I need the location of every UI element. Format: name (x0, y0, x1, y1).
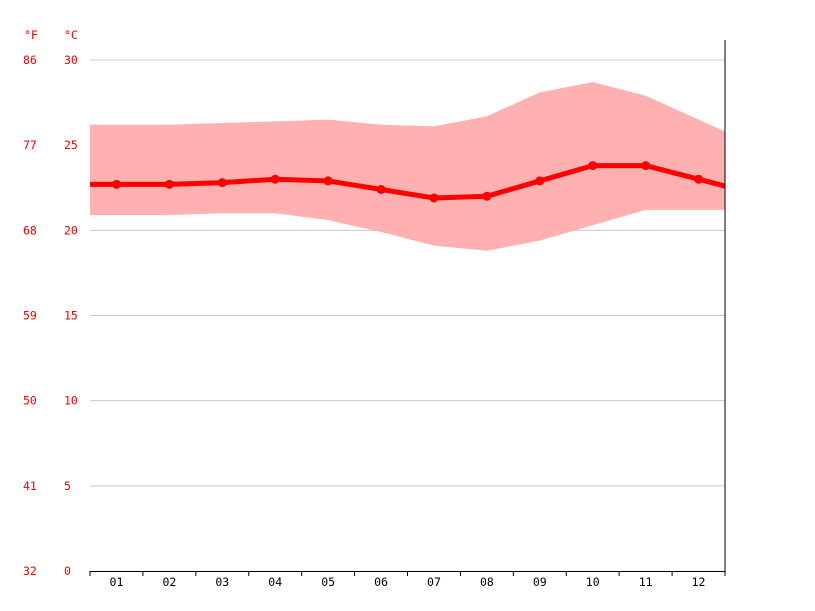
y-tick-label-celsius: 0 (64, 564, 71, 578)
average-temperature-series (90, 161, 726, 203)
average-temperature-point (323, 176, 333, 186)
y-tick-label-celsius: 30 (64, 53, 78, 67)
average-temperature-point (429, 193, 439, 203)
x-tick-label: 07 (427, 575, 441, 589)
y-tick-label-fahrenheit: 68 (23, 223, 37, 237)
y-tick-label-celsius: 25 (64, 138, 78, 152)
average-temperature-point (482, 191, 492, 201)
x-tick-label: 11 (639, 575, 653, 589)
y-tick-label-celsius: 20 (64, 223, 78, 237)
x-tick-label: 02 (162, 575, 176, 589)
x-tick-label: 04 (268, 575, 282, 589)
y-tick-label-celsius: 10 (64, 394, 78, 408)
axes (89, 40, 726, 576)
axis-labels: °F °C 32 0 41 5 50 10 59 15 68 20 77 25 86 30 01 02 03 04… (23, 28, 705, 589)
x-tick-label: 10 (586, 575, 600, 589)
min-max-band (90, 82, 725, 251)
y-tick-label-fahrenheit: 59 (23, 309, 37, 323)
average-temperature-point (111, 179, 121, 189)
y-tick-label-fahrenheit: 41 (23, 479, 37, 493)
x-tick-label: 08 (480, 575, 494, 589)
x-tick-label: 06 (374, 575, 388, 589)
average-temperature-point (376, 184, 386, 194)
average-temperature-line (90, 163, 726, 201)
average-temperature-point (164, 179, 174, 189)
average-temperature-point (641, 161, 651, 171)
fahrenheit-unit-label: °F (24, 28, 38, 42)
y-tick-label-fahrenheit: 77 (23, 138, 37, 152)
x-tick-label: 03 (215, 575, 229, 589)
y-tick-label-celsius: 15 (64, 309, 78, 323)
average-temperature-point (535, 176, 545, 186)
celsius-unit-label: °C (64, 28, 78, 42)
y-tick-label-celsius: 5 (64, 479, 71, 493)
temperature-range-band (90, 82, 725, 251)
y-tick-label-fahrenheit: 86 (23, 53, 37, 67)
x-tick-label: 12 (692, 575, 706, 589)
y-tick-label-fahrenheit: 50 (23, 394, 37, 408)
x-tick-label: 05 (321, 575, 335, 589)
average-temperature-point (217, 178, 227, 188)
average-temperature-point (588, 161, 598, 171)
average-temperature-point (694, 174, 704, 184)
x-tick-label: 01 (110, 575, 124, 589)
x-tick-label: 09 (533, 575, 547, 589)
y-tick-label-fahrenheit: 32 (23, 564, 37, 578)
average-temperature-point (270, 174, 280, 184)
